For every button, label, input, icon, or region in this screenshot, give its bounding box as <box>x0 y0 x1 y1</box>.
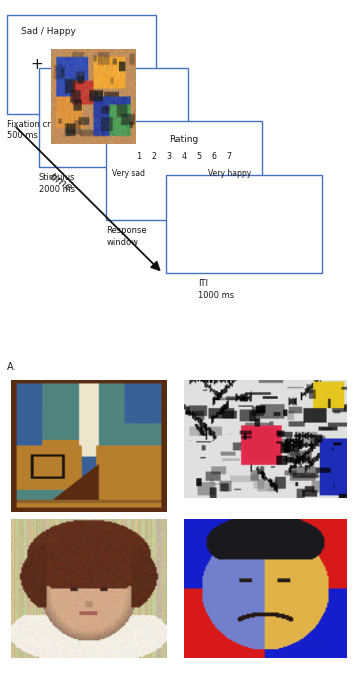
Text: Rating: Rating <box>170 135 199 144</box>
Text: Stimulus
2000 ms: Stimulus 2000 ms <box>39 173 75 193</box>
Text: 1  2  3  4  5  6  7: 1 2 3 4 5 6 7 <box>137 152 232 161</box>
Text: ITI
1000 ms: ITI 1000 ms <box>198 279 234 300</box>
Bar <box>106 121 262 220</box>
Text: +: + <box>31 57 44 72</box>
Text: Sad / Happy: Sad / Happy <box>21 26 76 35</box>
Text: Response
window: Response window <box>106 226 147 247</box>
Text: Very happy: Very happy <box>208 169 251 178</box>
Text: time: time <box>47 171 74 193</box>
Text: Very sad: Very sad <box>112 169 144 178</box>
Text: Fixation cross
500 ms: Fixation cross 500 ms <box>7 119 64 140</box>
Bar <box>166 175 322 273</box>
Bar <box>7 15 156 114</box>
Bar <box>39 68 188 167</box>
Text: A.: A. <box>7 362 17 372</box>
